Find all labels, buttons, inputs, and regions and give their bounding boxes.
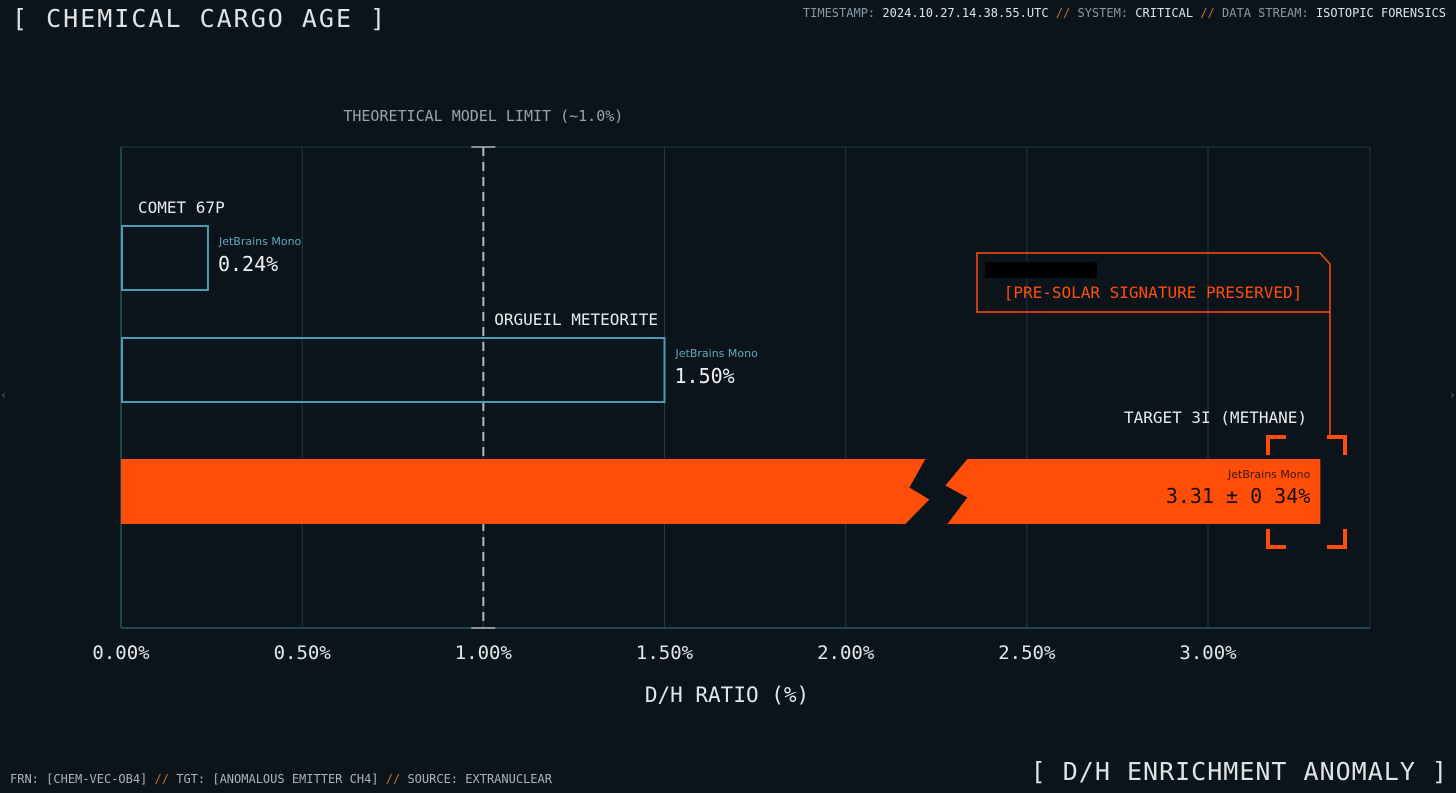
x-tick-label: 2.00% xyxy=(817,642,875,664)
source-label: SOURCE: xyxy=(407,772,459,786)
tgt-value: [ANOMALOUS EMITTER CH4] xyxy=(212,772,379,786)
source-value: EXTRANUCLEAR xyxy=(465,772,552,786)
footer-separator: // xyxy=(385,772,401,786)
data-stream-value: ISOTOPIC FORENSICS xyxy=(1315,6,1446,20)
system-label: SYSTEM: xyxy=(1077,6,1129,20)
redacted-block xyxy=(985,262,1097,278)
reference-line-label: THEORETICAL MODEL LIMIT (~1.0%) xyxy=(343,107,623,125)
callout-text: [PRE-SOLAR SIGNATURE PRESERVED] xyxy=(1004,283,1303,302)
data-stream-label: DATA STREAM: xyxy=(1222,6,1309,20)
system-value: CRITICAL xyxy=(1135,6,1194,20)
tgt-label: TGT: xyxy=(176,772,206,786)
x-tick-label: 1.00% xyxy=(455,642,513,664)
bar-category-label: TARGET 3I (METHANE) xyxy=(1124,408,1307,427)
x-tick-label: 0.50% xyxy=(274,642,332,664)
page-title: [ CHEMICAL CARGO AGE ] xyxy=(12,4,388,33)
timestamp-value: 2024.10.27.14.38.55.UTC xyxy=(882,6,1049,20)
bar-category-label: ORGUEIL METEORITE xyxy=(494,310,658,329)
frn-value: [CHEM-VEC-OB4] xyxy=(46,772,148,786)
left-edge-chevron-icon: ‹ xyxy=(0,388,8,402)
x-tick-label: 0.00% xyxy=(92,642,150,664)
callout-box xyxy=(976,252,1331,313)
bar-font-note: JetBrains Mono xyxy=(218,235,302,248)
target-bracket-icon xyxy=(1266,529,1286,549)
frn-label: FRN: xyxy=(10,772,39,786)
bar-font-note: JetBrains Mono xyxy=(1227,468,1311,481)
x-tick-label: 1.50% xyxy=(636,642,694,664)
bar-font-note: JetBrains Mono xyxy=(675,347,759,360)
x-axis-label: D/H RATIO (%) xyxy=(645,683,809,707)
bar-value-label: 1.50% xyxy=(675,364,735,388)
footer-meta: FRN: [CHEM-VEC-OB4] // TGT: [ANOMALOUS E… xyxy=(10,772,552,786)
target-bracket-icon xyxy=(1327,529,1347,549)
status-bar: TIMESTAMP: 2024.10.27.14.38.55.UTC // SY… xyxy=(803,6,1446,20)
bar-3-segment xyxy=(945,459,1321,524)
target-bracket-icon xyxy=(1327,435,1347,455)
x-tick-label: 2.50% xyxy=(998,642,1056,664)
timestamp-label: TIMESTAMP: xyxy=(802,6,876,20)
anomaly-label: [ D/H ENRICHMENT ANOMALY ] xyxy=(1030,757,1448,786)
target-bracket-icon xyxy=(1266,435,1286,455)
x-tick-label: 3.00% xyxy=(1179,642,1237,664)
bar-3-segment xyxy=(121,459,930,524)
bar-1 xyxy=(121,225,209,291)
bar-value-label: 3.31 ± 0.34% xyxy=(1166,484,1311,508)
status-separator: // xyxy=(1055,6,1071,20)
footer-separator: // xyxy=(154,772,169,786)
status-separator: // xyxy=(1200,6,1215,20)
bar-value-label: 0.24% xyxy=(218,252,278,276)
bar-category-label: COMET 67P xyxy=(138,198,225,217)
right-edge-chevron-icon: › xyxy=(1448,388,1456,402)
bar-2 xyxy=(121,337,666,403)
